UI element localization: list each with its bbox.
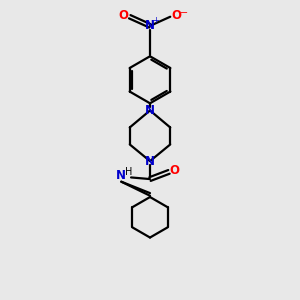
Text: O: O [170,164,180,177]
Text: +: + [152,16,159,25]
Text: N: N [116,169,126,182]
Text: N: N [145,104,155,117]
Text: H: H [125,167,132,177]
Text: N: N [145,154,155,168]
Text: O: O [119,9,129,22]
Text: −: − [180,8,188,18]
Text: N: N [145,20,155,32]
Text: O: O [171,9,181,22]
